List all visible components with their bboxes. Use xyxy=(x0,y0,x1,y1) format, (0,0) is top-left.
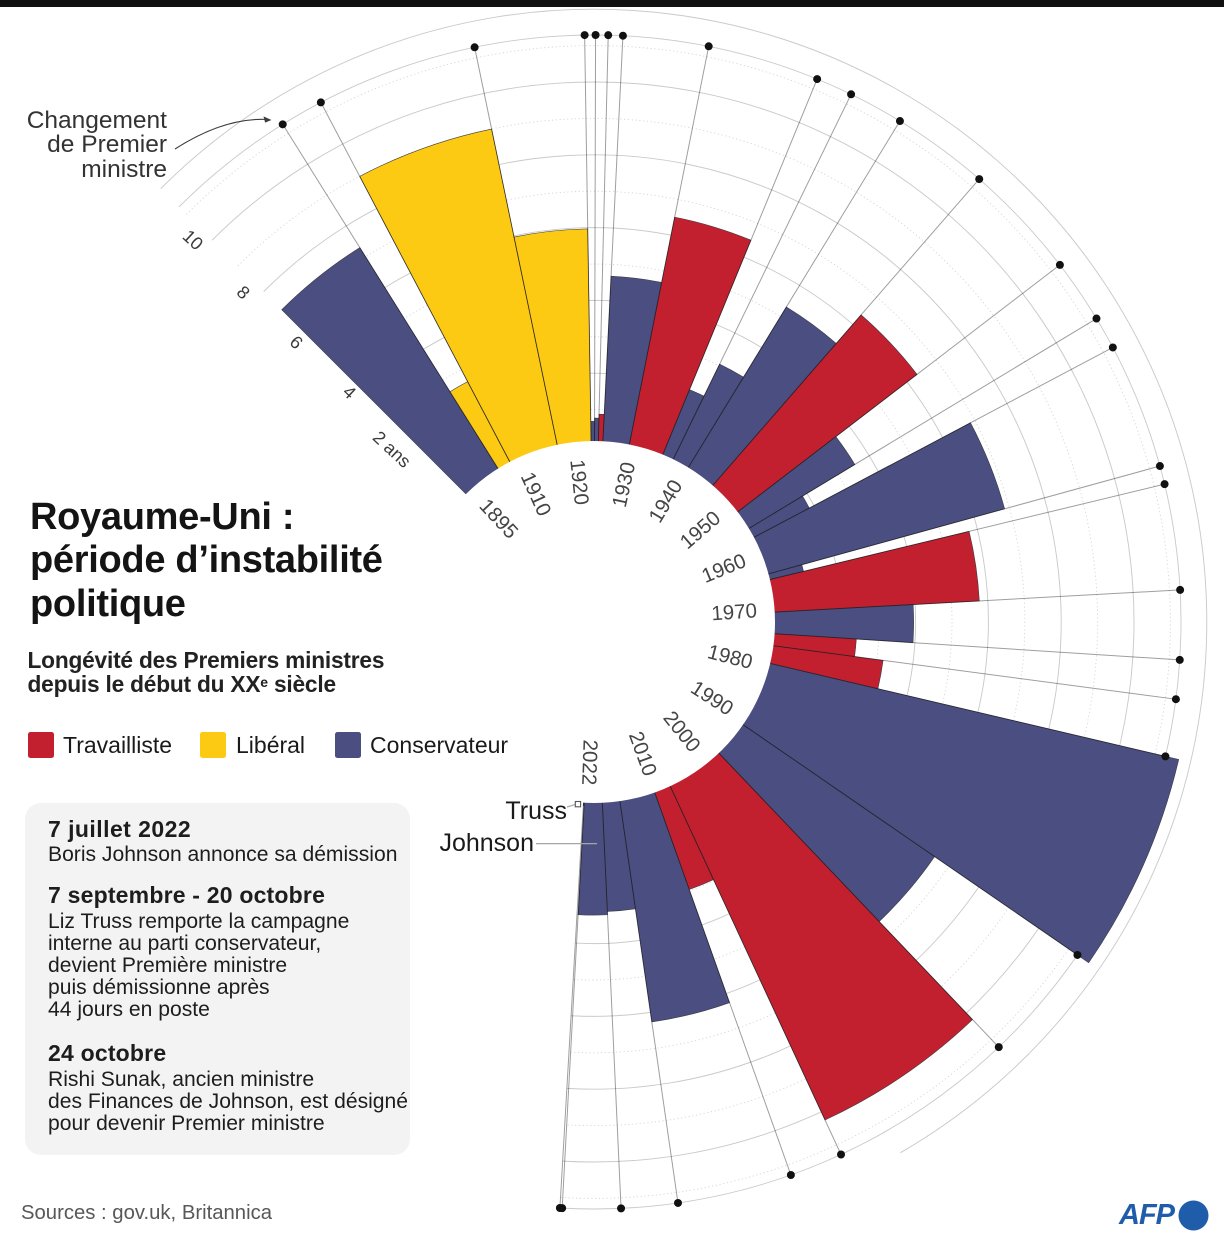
svg-text:1970: 1970 xyxy=(711,599,758,625)
svg-text:8: 8 xyxy=(233,282,254,303)
svg-text:10: 10 xyxy=(179,226,207,254)
svg-text:4: 4 xyxy=(339,382,360,403)
svg-text:1920: 1920 xyxy=(565,458,593,506)
svg-text:2022: 2022 xyxy=(577,739,601,785)
svg-text:6: 6 xyxy=(286,332,307,353)
